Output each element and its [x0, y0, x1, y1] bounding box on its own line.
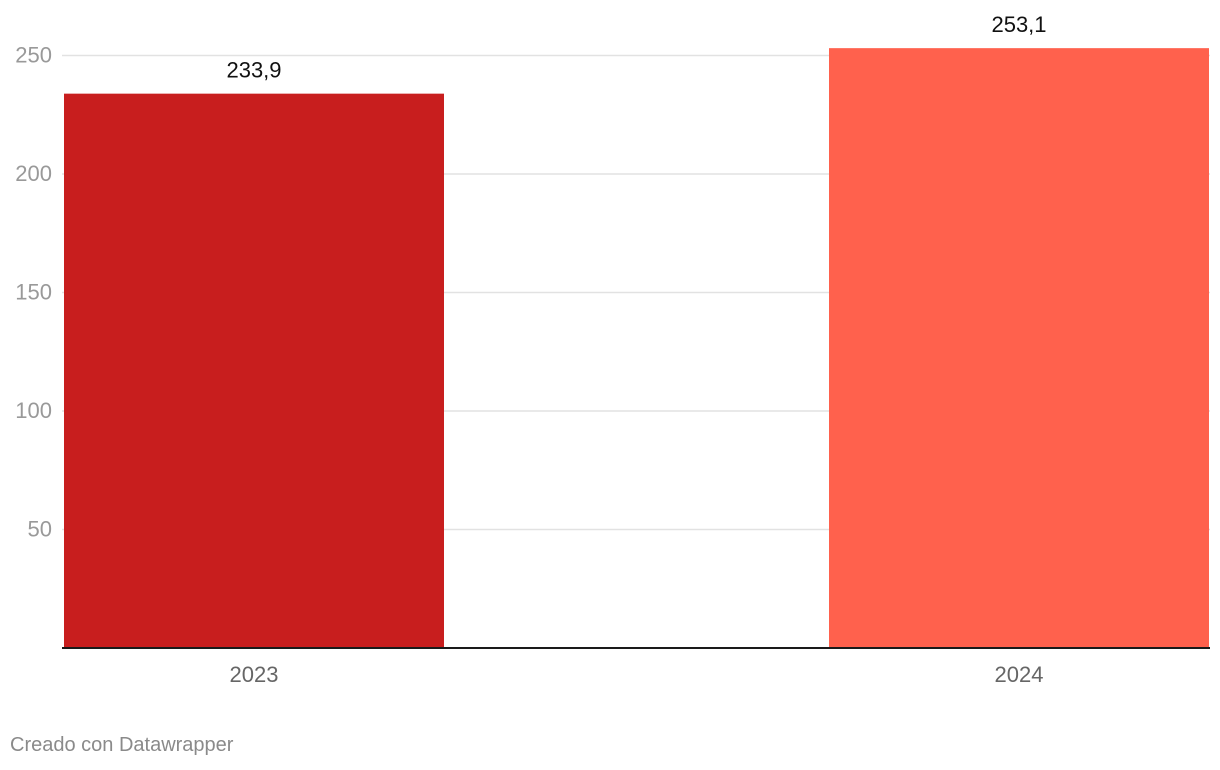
value-label: 233,9 [226, 58, 281, 83]
x-category-label: 2024 [995, 662, 1044, 687]
y-tick-label: 250 [15, 43, 52, 68]
y-tick-label: 200 [15, 161, 52, 186]
x-category-label: 2023 [230, 662, 279, 687]
credit-text[interactable]: Creado con Datawrapper [10, 734, 234, 756]
bar-2023[interactable] [64, 93, 444, 649]
y-tick-label: 150 [15, 280, 52, 305]
bar-2024[interactable] [829, 48, 1209, 648]
bar-chart: 50 100 150 200 250 233,9 2023 253,1 2024 [15, 12, 1210, 687]
value-label: 253,1 [991, 12, 1046, 37]
y-tick-label: 100 [15, 398, 52, 423]
y-tick-label: 50 [28, 517, 52, 542]
